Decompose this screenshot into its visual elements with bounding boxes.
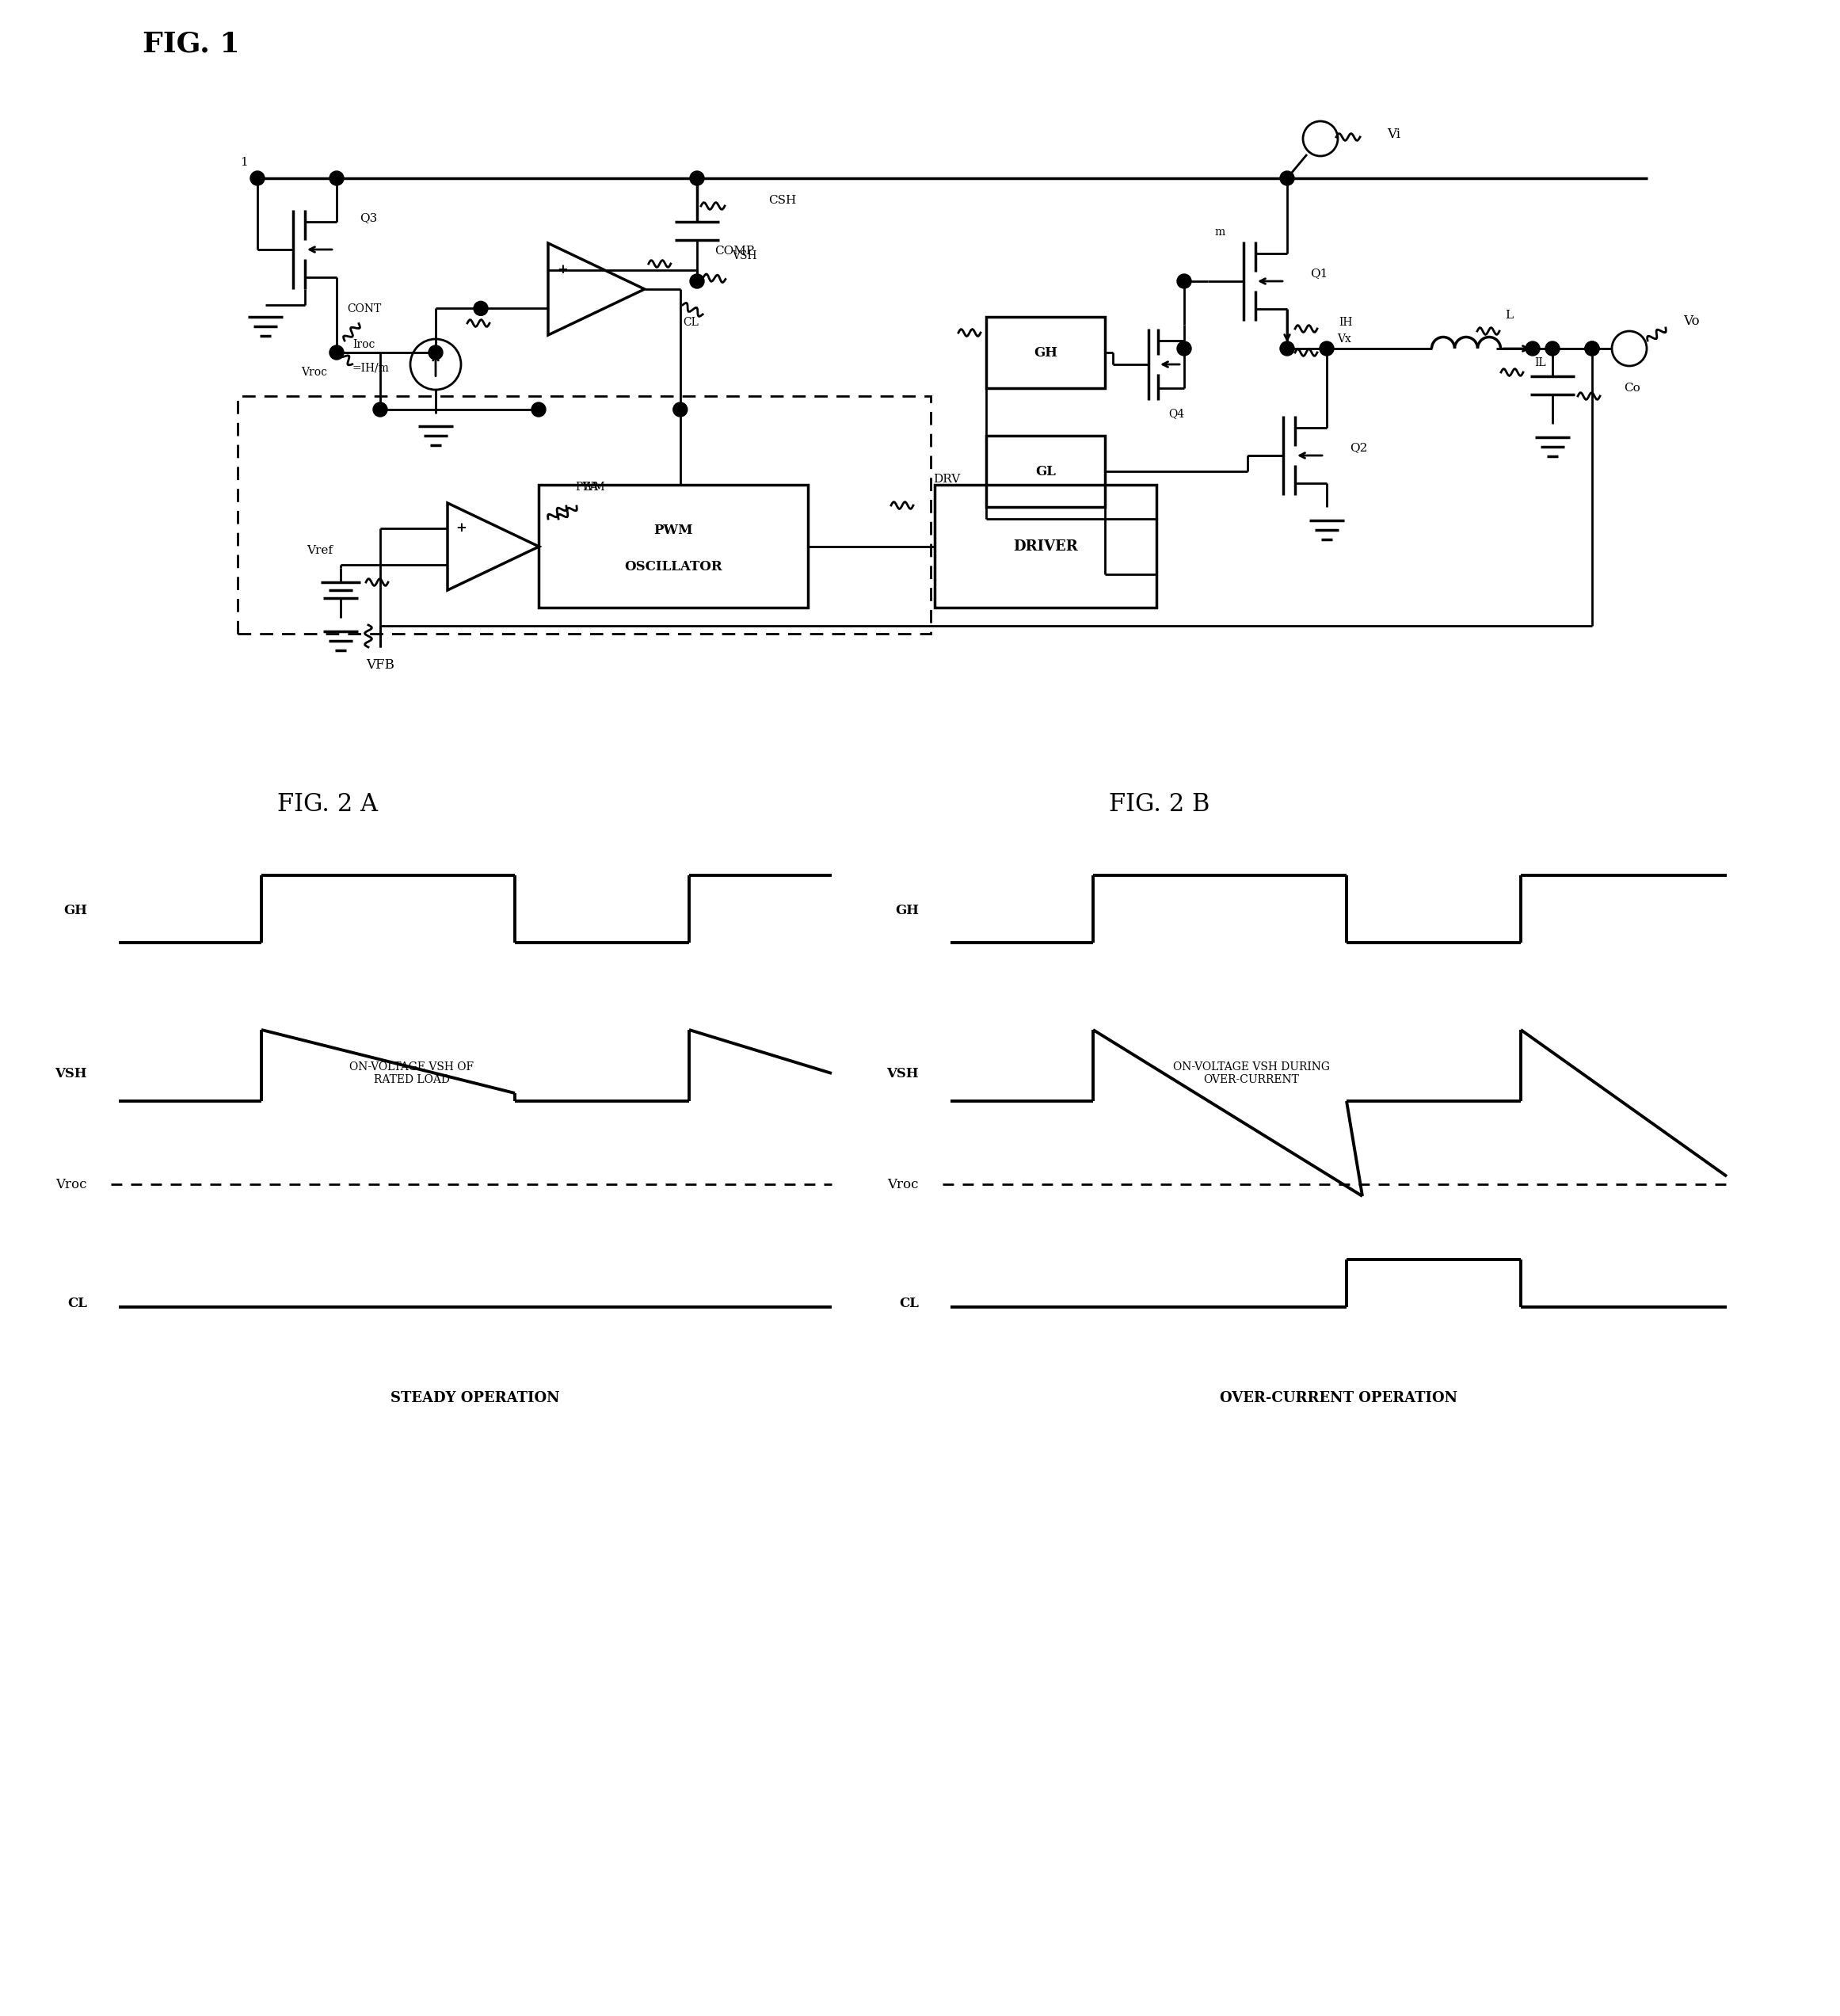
Text: OSCILLATOR: OSCILLATOR: [624, 560, 723, 573]
Text: GH: GH: [894, 905, 918, 917]
Text: GL: GL: [1036, 464, 1056, 478]
Circle shape: [1281, 171, 1294, 185]
Text: COMP: COMP: [714, 246, 754, 256]
Text: Q4: Q4: [1168, 407, 1185, 419]
Text: Vroc: Vroc: [55, 1177, 86, 1191]
Text: CL: CL: [68, 1296, 86, 1310]
Text: Vi: Vi: [1387, 127, 1400, 141]
Circle shape: [374, 403, 388, 417]
Text: m: m: [1214, 226, 1225, 238]
Circle shape: [690, 171, 705, 185]
Text: IH: IH: [1340, 317, 1352, 329]
Text: =IH/m: =IH/m: [353, 363, 390, 373]
Text: Q3: Q3: [359, 212, 377, 224]
Text: Vroc: Vroc: [302, 367, 328, 377]
Text: Vo: Vo: [1684, 314, 1700, 327]
Text: Q2: Q2: [1349, 442, 1367, 454]
Circle shape: [1546, 341, 1560, 355]
Bar: [539, 486, 808, 609]
Text: +: +: [456, 522, 467, 534]
Text: IL: IL: [1535, 357, 1546, 369]
Circle shape: [329, 345, 344, 359]
Text: FIG. 2 A: FIG. 2 A: [278, 792, 377, 816]
Text: FIG. 2 B: FIG. 2 B: [1110, 792, 1211, 816]
Text: CL: CL: [683, 317, 699, 329]
Circle shape: [1178, 274, 1190, 288]
Text: VSH: VSH: [887, 1066, 918, 1081]
Circle shape: [1584, 341, 1599, 355]
Text: 1: 1: [239, 157, 248, 167]
Text: ON-VOLTAGE VSH DURING
OVER-CURRENT: ON-VOLTAGE VSH DURING OVER-CURRENT: [1174, 1060, 1330, 1085]
Text: GH: GH: [1034, 347, 1058, 359]
Text: ON-VOLTAGE VSH OF
RATED LOAD: ON-VOLTAGE VSH OF RATED LOAD: [350, 1060, 475, 1085]
Circle shape: [250, 171, 265, 185]
Text: GH: GH: [63, 905, 86, 917]
Text: +: +: [558, 264, 569, 276]
Bar: [986, 435, 1106, 506]
Text: L: L: [1505, 310, 1512, 321]
Circle shape: [1319, 341, 1334, 355]
Text: CONT: CONT: [348, 302, 381, 314]
Text: CSH: CSH: [769, 196, 797, 206]
Text: STEADY OPERATION: STEADY OPERATION: [390, 1391, 559, 1405]
Text: VSH: VSH: [55, 1066, 86, 1081]
Circle shape: [690, 274, 705, 288]
Text: OVER-CURRENT OPERATION: OVER-CURRENT OPERATION: [1220, 1391, 1457, 1405]
Text: DRIVER: DRIVER: [1014, 540, 1078, 554]
Circle shape: [473, 300, 488, 317]
Text: VSH: VSH: [732, 250, 756, 262]
Text: Vx: Vx: [1338, 333, 1351, 345]
Text: Q1: Q1: [1310, 268, 1328, 278]
Bar: [986, 317, 1106, 389]
Text: EA: EA: [581, 482, 598, 492]
Circle shape: [429, 345, 443, 359]
Circle shape: [329, 171, 344, 185]
Text: PWM: PWM: [653, 524, 694, 538]
Circle shape: [1584, 341, 1599, 355]
Circle shape: [1178, 341, 1190, 355]
Bar: [935, 486, 1156, 609]
Text: Vroc: Vroc: [887, 1177, 918, 1191]
Bar: [237, 395, 931, 633]
Text: VFB: VFB: [366, 659, 394, 671]
Text: PWM: PWM: [576, 482, 605, 492]
Circle shape: [532, 403, 546, 417]
Text: FIG. 1: FIG. 1: [142, 30, 239, 56]
Text: DRV: DRV: [933, 474, 960, 484]
Text: Vref: Vref: [307, 544, 333, 556]
Circle shape: [1525, 341, 1540, 355]
Text: Co: Co: [1623, 383, 1639, 393]
Circle shape: [673, 403, 688, 417]
Text: CL: CL: [900, 1296, 918, 1310]
Text: Iroc: Iroc: [353, 339, 375, 351]
Circle shape: [1281, 341, 1294, 355]
